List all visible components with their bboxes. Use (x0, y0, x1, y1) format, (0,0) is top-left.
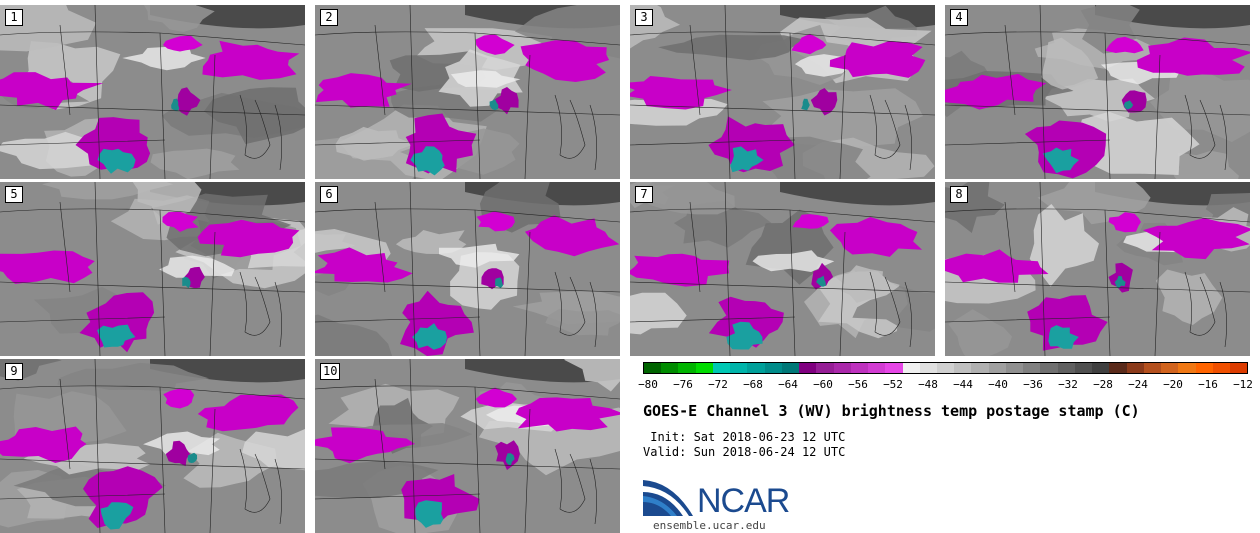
colorbar-swatch (695, 363, 713, 373)
ncar-logo-icon (643, 480, 693, 516)
colorbar-tick-label: −20 (1163, 378, 1183, 391)
map-panel: 4 (945, 5, 1250, 179)
colorbar-swatch (678, 363, 696, 373)
panel-number: 8 (950, 186, 968, 203)
colorbar-tick-label: −44 (953, 378, 973, 391)
colorbar-tick-label: −68 (743, 378, 763, 391)
panel-number: 5 (5, 186, 23, 203)
map-panel: 2 (315, 5, 620, 179)
colorbar-ticks: −80 −76 −72 −68 −64 −60 −56 −52 −48 −44 −40 −36 −32 −… (638, 378, 1253, 392)
colorbar-swatch (1195, 363, 1213, 373)
map-panel: 8 (945, 182, 1250, 356)
colorbar-swatch (850, 363, 869, 373)
colorbar-tick-label: −28 (1093, 378, 1113, 391)
logo-url: ensemble.ucar.edu (653, 519, 766, 532)
colorbar-swatch (1178, 363, 1196, 373)
colorbar-swatch (1005, 363, 1024, 373)
colorbar-swatch (1126, 363, 1144, 373)
colorbar-swatch (1074, 363, 1093, 373)
panel-number: 6 (320, 186, 338, 203)
colorbar-swatch (1161, 363, 1179, 373)
colorbar-swatch (1229, 363, 1248, 373)
map-panel: 6 (315, 182, 620, 356)
colorbar-swatch (954, 363, 972, 373)
colorbar-tick-label: −56 (848, 378, 868, 391)
colorbar-tick-label: −76 (673, 378, 693, 391)
colorbar-swatch (936, 363, 955, 373)
valid-time: Valid: Sun 2018-06-24 12 UTC (643, 445, 846, 459)
map-panel: 7 (630, 182, 935, 356)
colorbar-swatch (1023, 363, 1041, 373)
colorbar-swatch (712, 363, 731, 373)
colorbar-swatch (902, 363, 920, 373)
init-time: Init: Sat 2018-06-23 12 UTC (643, 430, 846, 444)
colorbar-tick-label: −52 (883, 378, 903, 391)
colorbar-tick-label: −60 (813, 378, 833, 391)
colorbar-swatch (661, 363, 679, 373)
map-panel: 9 (0, 359, 305, 533)
colorbar-swatch (919, 363, 937, 373)
colorbar-swatch (885, 363, 903, 373)
colorbar-swatch (971, 363, 989, 373)
colorbar-swatch (747, 363, 765, 373)
colorbar-tick-label: −32 (1058, 378, 1078, 391)
colorbar-swatch (1040, 363, 1058, 373)
map-panel: 1 (0, 5, 305, 179)
colorbar-tick-label: −80 (638, 378, 658, 391)
colorbar-swatch (799, 363, 817, 373)
panel-number: 4 (950, 9, 968, 26)
colorbar-tick-label: −36 (1023, 378, 1043, 391)
colorbar-swatch (1212, 363, 1230, 373)
colorbar-swatch (1057, 363, 1075, 373)
colorbar-swatch (781, 363, 800, 373)
colorbar-tick-label: −72 (708, 378, 728, 391)
figure-title: GOES-E Channel 3 (WV) brightness temp po… (643, 402, 1140, 420)
panel-number: 1 (5, 9, 23, 26)
colorbar-tick-label: −16 (1198, 378, 1218, 391)
panel-number: 3 (635, 9, 653, 26)
colorbar-swatch (868, 363, 886, 373)
panel-number: 2 (320, 9, 338, 26)
colorbar-swatch (730, 363, 748, 373)
colorbar-swatch (816, 363, 834, 373)
map-panel: 5 (0, 182, 305, 356)
colorbar-swatch (988, 363, 1006, 373)
colorbar-tick-label: −40 (988, 378, 1008, 391)
colorbar-swatch (644, 363, 662, 373)
ncar-logo-text: NCAR (697, 482, 790, 520)
panel-number: 9 (5, 363, 23, 380)
colorbar-swatch (1092, 363, 1110, 373)
panel-number: 7 (635, 186, 653, 203)
colorbar-swatch (764, 363, 782, 373)
map-panel: 10 (315, 359, 620, 533)
panel-number: 10 (320, 363, 341, 380)
colorbar-tick-label: −24 (1128, 378, 1148, 391)
map-panel: 3 (630, 5, 935, 179)
colorbar-swatch (1109, 363, 1127, 373)
colorbar-swatch (1143, 363, 1162, 373)
colorbar-tick-label: −12 (1233, 378, 1253, 391)
colorbar-tick-label: −64 (778, 378, 798, 391)
colorbar (643, 362, 1248, 374)
colorbar-tick-label: −48 (918, 378, 938, 391)
colorbar-swatch (833, 363, 851, 373)
